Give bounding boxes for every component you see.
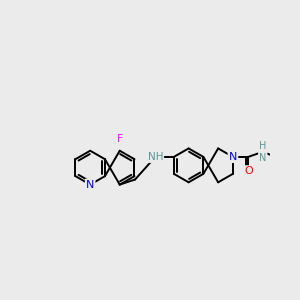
Text: N: N bbox=[229, 152, 237, 162]
Text: H
N: H N bbox=[259, 141, 266, 163]
Text: F: F bbox=[116, 134, 123, 144]
Text: NH: NH bbox=[148, 152, 163, 162]
Text: N: N bbox=[86, 180, 94, 190]
Text: O: O bbox=[244, 166, 253, 176]
